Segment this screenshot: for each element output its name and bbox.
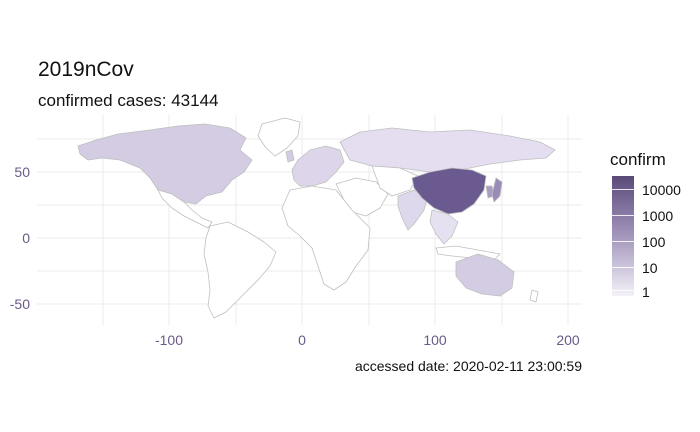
- region-north-america: [77, 123, 253, 205]
- y-tick-minus50: -50: [10, 296, 30, 312]
- region-new-zealand: [529, 289, 539, 303]
- legend-tick: [612, 215, 634, 216]
- legend-label-100: 100: [642, 234, 666, 250]
- region-south-america: [203, 221, 277, 319]
- y-tick-0: 0: [22, 230, 30, 246]
- x-tick-100: 100: [423, 332, 447, 348]
- region-australia: [455, 253, 515, 297]
- region-southeast-asia: [429, 209, 459, 245]
- legend-label-10000: 10000: [642, 182, 681, 198]
- legend-colorbar: [612, 176, 634, 296]
- region-greenland: [257, 117, 301, 157]
- region-japan: [491, 177, 503, 203]
- legend-label-1: 1: [642, 284, 650, 300]
- region-central-america: [157, 189, 213, 229]
- legend-title: confirm: [610, 150, 666, 169]
- legend-tick: [612, 290, 634, 291]
- legend-tick: [612, 241, 634, 242]
- region-russia: [339, 127, 556, 173]
- chart-subtitle: confirmed cases: 43144: [38, 91, 219, 110]
- region-uk: [285, 149, 295, 163]
- x-tick-200: 200: [556, 332, 580, 348]
- chart-title: 2019nCov: [38, 58, 134, 81]
- region-europe: [291, 145, 345, 187]
- x-tick-0: 0: [298, 332, 306, 348]
- legend-tick: [612, 189, 634, 190]
- x-tick-minus100: -100: [155, 332, 183, 348]
- chart-caption: accessed date: 2020-02-11 23:00:59: [354, 358, 582, 374]
- legend-tick: [612, 267, 634, 268]
- legend-label-1000: 1000: [642, 208, 674, 224]
- region-china: [411, 167, 487, 215]
- region-africa: [281, 185, 371, 291]
- legend-label-10: 10: [642, 260, 658, 276]
- region-central-asia: [371, 165, 419, 197]
- y-tick-50: 50: [14, 164, 30, 180]
